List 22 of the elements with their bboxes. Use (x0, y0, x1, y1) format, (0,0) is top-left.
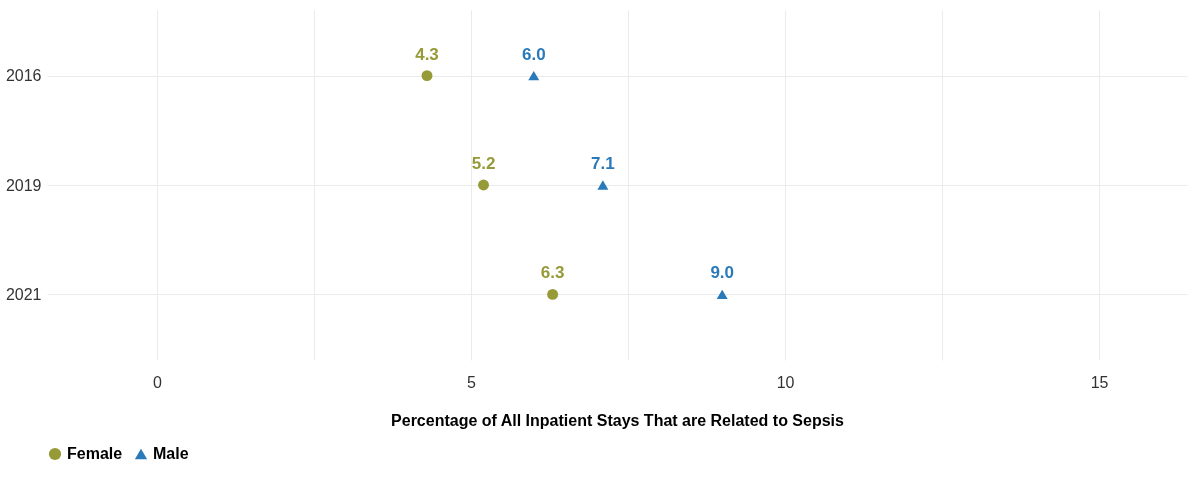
data-label: 7.1 (591, 154, 615, 173)
data-label: 5.2 (471, 154, 496, 173)
point (597, 180, 609, 190)
point (547, 288, 559, 300)
x-tick-label: 10 (776, 373, 795, 391)
x-tick-label: 5 (467, 373, 477, 391)
x-axis-title: Percentage of All Inpatient Stays That are Related to Sepsis (391, 411, 845, 429)
data-label: 6.3 (540, 263, 565, 283)
y-tick-label: 2021 (5, 285, 42, 303)
legend-label: Female (67, 445, 123, 462)
point (478, 179, 490, 191)
data-label: 9.0 (710, 263, 735, 283)
legend-label: Male (153, 445, 189, 462)
point (421, 70, 433, 82)
x-tick-label: 0 (152, 373, 162, 391)
point (528, 70, 540, 81)
y-tick-label: 2019 (5, 176, 42, 194)
data-label: 4.3 (415, 44, 439, 64)
x-tick-label: 15 (1090, 373, 1109, 391)
point (716, 289, 728, 300)
y-tick-label: 2016 (5, 67, 42, 85)
data-label: 6.0 (521, 44, 546, 64)
